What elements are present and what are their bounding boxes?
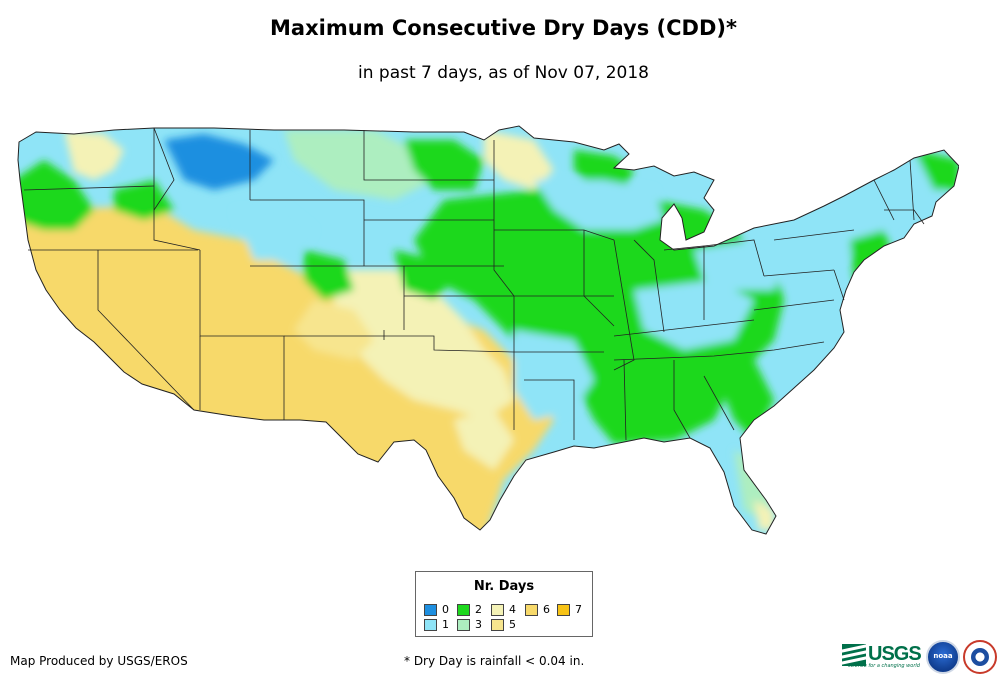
legend-item-2: 2 (457, 603, 482, 616)
legend-item-0: 0 (424, 603, 449, 616)
legend-swatch (424, 618, 437, 631)
legend-swatch (457, 603, 470, 616)
us-dry-days-map (17, 125, 959, 535)
legend-label: 6 (543, 603, 550, 616)
footnote-text: * Dry Day is rainfall < 0.04 in. (404, 654, 585, 668)
nws-emblem-icon (971, 648, 989, 666)
legend-item-4: 4 (491, 603, 516, 616)
map-title: Maximum Consecutive Dry Days (CDD)* (270, 16, 737, 40)
credit-text: Map Produced by USGS/EROS (10, 654, 188, 668)
usgs-tagline: science for a changing world (848, 663, 920, 669)
legend-item-3: 3 (457, 618, 482, 631)
legend-item-7: 7 (557, 603, 582, 616)
legend-label: 5 (509, 618, 516, 631)
legend-label: 7 (575, 603, 582, 616)
map-legend: Nr. Days 0 1 2 3 4 5 6 7 (415, 571, 593, 637)
usgs-logo-text: USGS (868, 643, 922, 665)
legend-swatch (424, 603, 437, 616)
legend-item-5: 5 (491, 618, 516, 631)
legend-label: 2 (475, 603, 482, 616)
legend-label: 3 (475, 618, 482, 631)
legend-label: 1 (442, 618, 449, 631)
legend-item-1: 1 (424, 618, 449, 631)
usgs-mark-icon (842, 643, 866, 666)
usgs-logo: USGS (842, 643, 922, 666)
legend-swatch (457, 618, 470, 631)
legend-title: Nr. Days (473, 579, 535, 594)
noaa-logo: noaa (926, 640, 960, 674)
legend-swatch (491, 618, 504, 631)
map-subtitle: in past 7 days, as of Nov 07, 2018 (358, 63, 649, 83)
legend-label: 0 (442, 603, 449, 616)
noaa-logo-text: noaa (933, 652, 953, 660)
legend-item-6: 6 (525, 603, 550, 616)
legend-swatch (525, 603, 538, 616)
legend-swatch (491, 603, 504, 616)
legend-label: 4 (509, 603, 516, 616)
legend-swatch (557, 603, 570, 616)
nws-logo (963, 640, 997, 674)
